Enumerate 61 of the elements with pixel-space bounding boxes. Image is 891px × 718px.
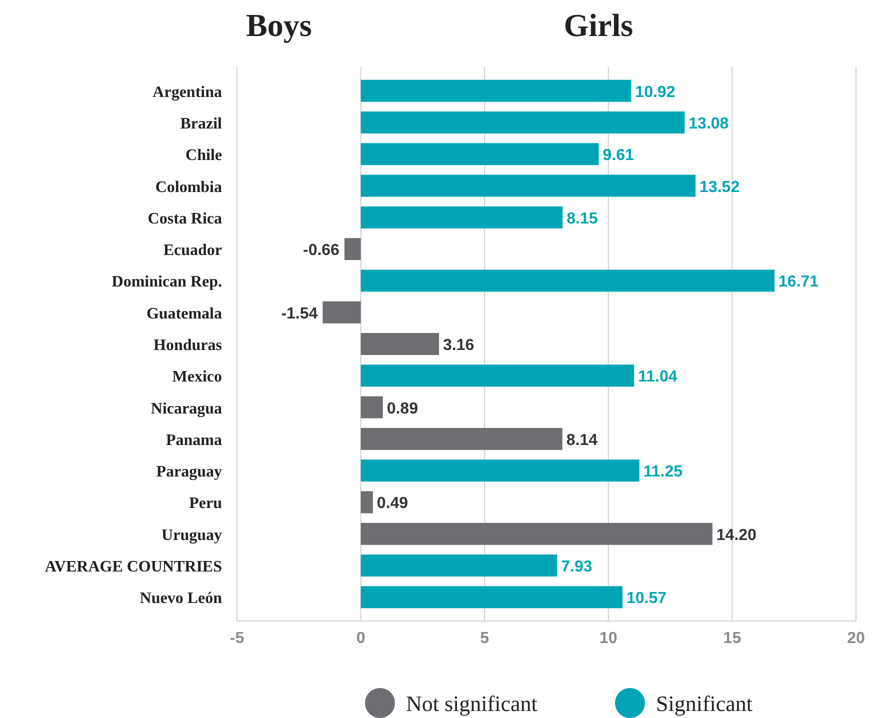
bar <box>360 428 562 450</box>
x-tick-label: -5 <box>230 630 244 647</box>
data-label: 13.52 <box>700 178 740 196</box>
bar <box>344 238 361 260</box>
legend-label: Not significant <box>406 691 538 716</box>
y-tick-label: Colombia <box>155 178 222 196</box>
data-label: 10.57 <box>626 590 667 608</box>
data-label: 14.20 <box>716 526 757 544</box>
y-tick-label: Uruguay <box>162 526 222 544</box>
bar <box>360 522 712 545</box>
bar <box>360 206 563 228</box>
y-tick-label: Nuevo León <box>140 590 222 608</box>
y-tick-label: Guatemala <box>146 305 222 322</box>
data-label: 9.61 <box>602 147 634 164</box>
bar <box>360 460 640 482</box>
bar <box>360 143 599 166</box>
y-tick-label: Mexico <box>172 368 222 386</box>
y-tick-label: Honduras <box>154 337 222 354</box>
text: Boys <box>246 7 312 43</box>
x-tick-label: 15 <box>723 630 742 647</box>
x-tick-label: 10 <box>600 630 618 647</box>
data-label: 11.04 <box>638 368 678 386</box>
x-tick-label: 5 <box>480 630 490 647</box>
data-label: 13.08 <box>688 115 729 132</box>
data-label: 3.16 <box>443 337 474 354</box>
y-tick-label: Peru <box>189 495 222 512</box>
data-label: -0.66 <box>302 242 340 260</box>
bar <box>360 80 632 102</box>
data-label: 8.15 <box>566 210 598 228</box>
y-tick-label: Chile <box>186 147 222 164</box>
data-label: 16.71 <box>778 274 819 291</box>
x-tick-label: 0 <box>356 630 366 647</box>
y-tick-label: Argentina <box>152 84 222 101</box>
data-label: 0.89 <box>386 400 418 418</box>
data-label: -1.54 <box>281 305 318 322</box>
bar <box>360 333 440 355</box>
y-tick-label: Paraguay <box>156 464 222 481</box>
legend-label: Significant <box>656 691 753 716</box>
bar <box>360 111 685 134</box>
data-label: 7.93 <box>561 558 592 576</box>
y-tick-label: Brazil <box>180 115 223 132</box>
x-tick-label: 20 <box>847 630 865 647</box>
data-label: 0.49 <box>376 495 408 512</box>
data-label: 8.14 <box>566 432 598 449</box>
bar <box>360 270 775 292</box>
bar <box>360 491 373 514</box>
y-tick-label: Dominican Rep. <box>112 274 222 291</box>
bar <box>360 396 383 418</box>
data-label: 10.92 <box>635 84 676 101</box>
y-tick-label: Nicaragua <box>150 400 222 418</box>
bar <box>360 554 558 577</box>
text: Girls <box>564 7 634 43</box>
bar <box>360 586 623 608</box>
y-tick-label: Ecuador <box>163 242 222 260</box>
bar <box>322 301 361 324</box>
data-label: 11.25 <box>643 464 683 481</box>
y-tick-label: AVERAGE COUNTRIES <box>44 558 222 576</box>
y-tick-label: Costa Rica <box>148 210 222 228</box>
bar <box>360 174 696 197</box>
bar <box>360 364 634 387</box>
y-tick-label: Panama <box>166 432 222 449</box>
